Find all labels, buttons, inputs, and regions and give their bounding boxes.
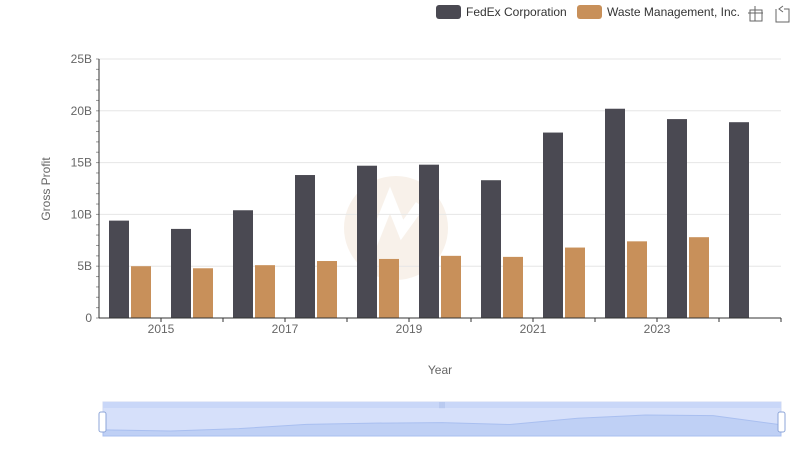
bar-waste-management-2020[interactable] (503, 256, 523, 318)
bar-fedex-2023[interactable] (667, 119, 687, 318)
bar-fedex-2022[interactable] (605, 108, 625, 318)
legend-swatch-waste-management (577, 5, 602, 19)
y-tick-label: 0 (85, 311, 92, 325)
bar-fedex-2020[interactable] (481, 180, 501, 318)
bar-waste-management-2014[interactable] (131, 266, 151, 318)
bars (109, 108, 749, 318)
slider-right-handle[interactable] (777, 411, 786, 433)
x-tick-label: 2019 (396, 322, 423, 336)
bar-waste-management-2021[interactable] (565, 247, 585, 318)
bar-waste-management-2018[interactable] (379, 258, 399, 318)
y-tick-label: 15B (71, 156, 92, 170)
slider-top-bar[interactable] (103, 402, 781, 408)
bar-fedex-2019[interactable] (419, 164, 439, 318)
y-tick-label: 5B (77, 259, 92, 273)
bar-waste-management-2015[interactable] (193, 268, 213, 318)
bar-waste-management-2023[interactable] (689, 237, 709, 318)
bar-fedex-2015[interactable] (171, 228, 191, 318)
bar-waste-management-2016[interactable] (255, 265, 275, 318)
bar-waste-management-2022[interactable] (627, 241, 647, 318)
legend-label-waste-management[interactable]: Waste Management, Inc. (607, 5, 740, 19)
slider-grip-icon: ||| (439, 402, 445, 409)
bar-fedex-2018[interactable] (357, 165, 377, 318)
bar-fedex-2024[interactable] (729, 122, 749, 318)
slider-preview-line (102, 414, 782, 437)
bar-fedex-2021[interactable] (543, 132, 563, 318)
y-tick-label: 20B (71, 104, 92, 118)
legend-swatch-fedex (436, 5, 461, 19)
y-tick-label: 25B (71, 52, 92, 66)
bar-fedex-2016[interactable] (233, 210, 253, 318)
bar-waste-management-2019[interactable] (441, 255, 461, 318)
bar-waste-management-2017[interactable] (317, 261, 337, 318)
y-tick-label: 10B (71, 207, 92, 221)
bar-fedex-2017[interactable] (295, 175, 315, 318)
x-tick-label: 2015 (148, 322, 175, 336)
x-tick-label: 2021 (520, 322, 547, 336)
data-zoom-slider[interactable]: ||| (98, 401, 786, 437)
bar-fedex-2014[interactable] (109, 220, 129, 318)
legend[interactable]: FedEx Corporation Waste Management, Inc. (436, 5, 740, 19)
axes: 0 5B 10B 15B 20B 25B 2015 2017 2019 2021 2023 (71, 52, 782, 336)
x-tick-label: 2017 (272, 322, 299, 336)
legend-label-fedex[interactable]: FedEx Corporation (466, 5, 567, 19)
x-axis-title: Year (428, 363, 452, 377)
x-tick-label: 2023 (644, 322, 671, 336)
slider-left-handle[interactable] (98, 411, 107, 433)
zoom-icon[interactable] (748, 6, 763, 22)
y-axis-title: Gross Profit (39, 157, 53, 221)
restore-icon[interactable] (775, 5, 790, 23)
